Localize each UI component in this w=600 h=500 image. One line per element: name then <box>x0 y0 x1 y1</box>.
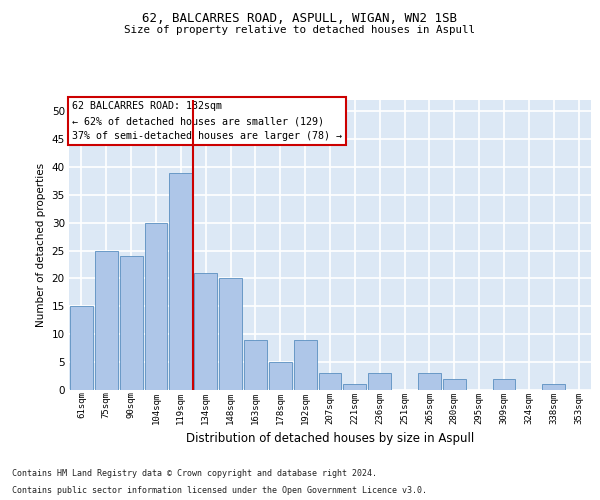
Bar <box>368 374 391 390</box>
Bar <box>244 340 267 390</box>
Bar <box>542 384 565 390</box>
Bar <box>343 384 366 390</box>
Bar <box>169 172 192 390</box>
Bar <box>219 278 242 390</box>
Bar <box>319 374 341 390</box>
Bar <box>145 222 167 390</box>
Bar <box>294 340 317 390</box>
Bar <box>95 250 118 390</box>
Bar <box>269 362 292 390</box>
Bar <box>418 374 441 390</box>
Bar <box>120 256 143 390</box>
Bar <box>194 273 217 390</box>
Text: Contains HM Land Registry data © Crown copyright and database right 2024.: Contains HM Land Registry data © Crown c… <box>12 468 377 477</box>
Bar <box>493 379 515 390</box>
Y-axis label: Number of detached properties: Number of detached properties <box>36 163 46 327</box>
Bar <box>443 379 466 390</box>
Text: Contains public sector information licensed under the Open Government Licence v3: Contains public sector information licen… <box>12 486 427 495</box>
Text: 62 BALCARRES ROAD: 132sqm
← 62% of detached houses are smaller (129)
37% of semi: 62 BALCARRES ROAD: 132sqm ← 62% of detac… <box>71 102 341 141</box>
Bar <box>70 306 93 390</box>
Text: Size of property relative to detached houses in Aspull: Size of property relative to detached ho… <box>125 25 476 35</box>
X-axis label: Distribution of detached houses by size in Aspull: Distribution of detached houses by size … <box>186 432 474 445</box>
Text: 62, BALCARRES ROAD, ASPULL, WIGAN, WN2 1SB: 62, BALCARRES ROAD, ASPULL, WIGAN, WN2 1… <box>143 12 458 26</box>
